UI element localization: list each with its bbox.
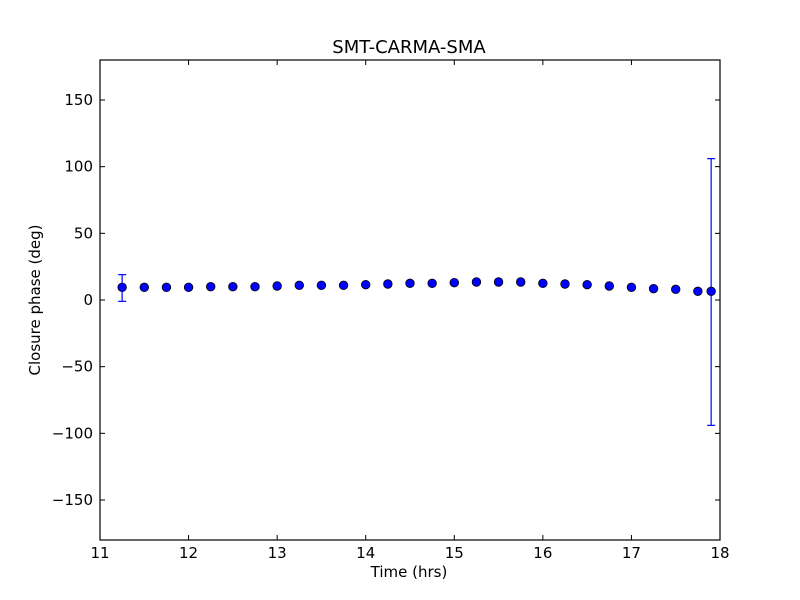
data-point — [516, 277, 526, 287]
data-point — [183, 282, 194, 293]
data-point — [671, 284, 681, 295]
data-point — [493, 277, 504, 287]
data-point — [604, 281, 614, 291]
x-tick-label: 11 — [90, 544, 109, 562]
plot-area: 11 12 13 14 15 16 17 18 −150 −100 −50 0 50 100 150 — [52, 59, 730, 562]
chart-title: SMT-CARMA-SMA — [332, 37, 486, 58]
data-point — [538, 278, 548, 289]
data-point — [206, 281, 216, 292]
data-point — [427, 278, 437, 289]
x-tick-label: 17 — [622, 544, 641, 562]
x-tick-label: 14 — [356, 544, 375, 562]
x-tick-label: 15 — [445, 544, 464, 562]
data-point — [560, 279, 570, 289]
x-tick-label: 12 — [179, 544, 198, 562]
y-tick-label: 150 — [64, 91, 93, 109]
data-point — [405, 278, 415, 289]
data-point — [693, 286, 703, 297]
y-axis-title: Closure phase (deg) — [26, 225, 44, 376]
x-tick-label: 18 — [710, 544, 729, 562]
data-point — [338, 280, 349, 291]
data-point — [706, 286, 716, 297]
data-point — [316, 280, 327, 291]
y-tick-label: −100 — [52, 424, 93, 442]
data-point — [471, 277, 482, 287]
y-tick-label: 0 — [83, 291, 93, 309]
y-tick-label: −150 — [52, 491, 93, 509]
data-point — [272, 281, 282, 291]
data-point — [648, 283, 659, 294]
y-tick-label: −50 — [61, 358, 93, 376]
data-point — [250, 281, 260, 292]
data-point — [626, 282, 637, 293]
x-tick-label: 13 — [268, 544, 287, 562]
data-point — [139, 282, 149, 293]
x-tick-label: 16 — [533, 544, 552, 562]
data-point — [117, 282, 127, 293]
y-tick-label: 100 — [64, 158, 93, 176]
y-tick-label: 50 — [74, 224, 93, 242]
data-point — [582, 279, 592, 290]
data-point — [228, 281, 238, 292]
axes-frame — [99, 59, 721, 541]
data-point — [294, 280, 304, 291]
data-point — [383, 279, 393, 289]
x-axis-title: Time (hrs) — [370, 563, 448, 581]
data-point — [361, 279, 371, 290]
data-point — [161, 282, 172, 293]
data-point — [449, 277, 459, 288]
